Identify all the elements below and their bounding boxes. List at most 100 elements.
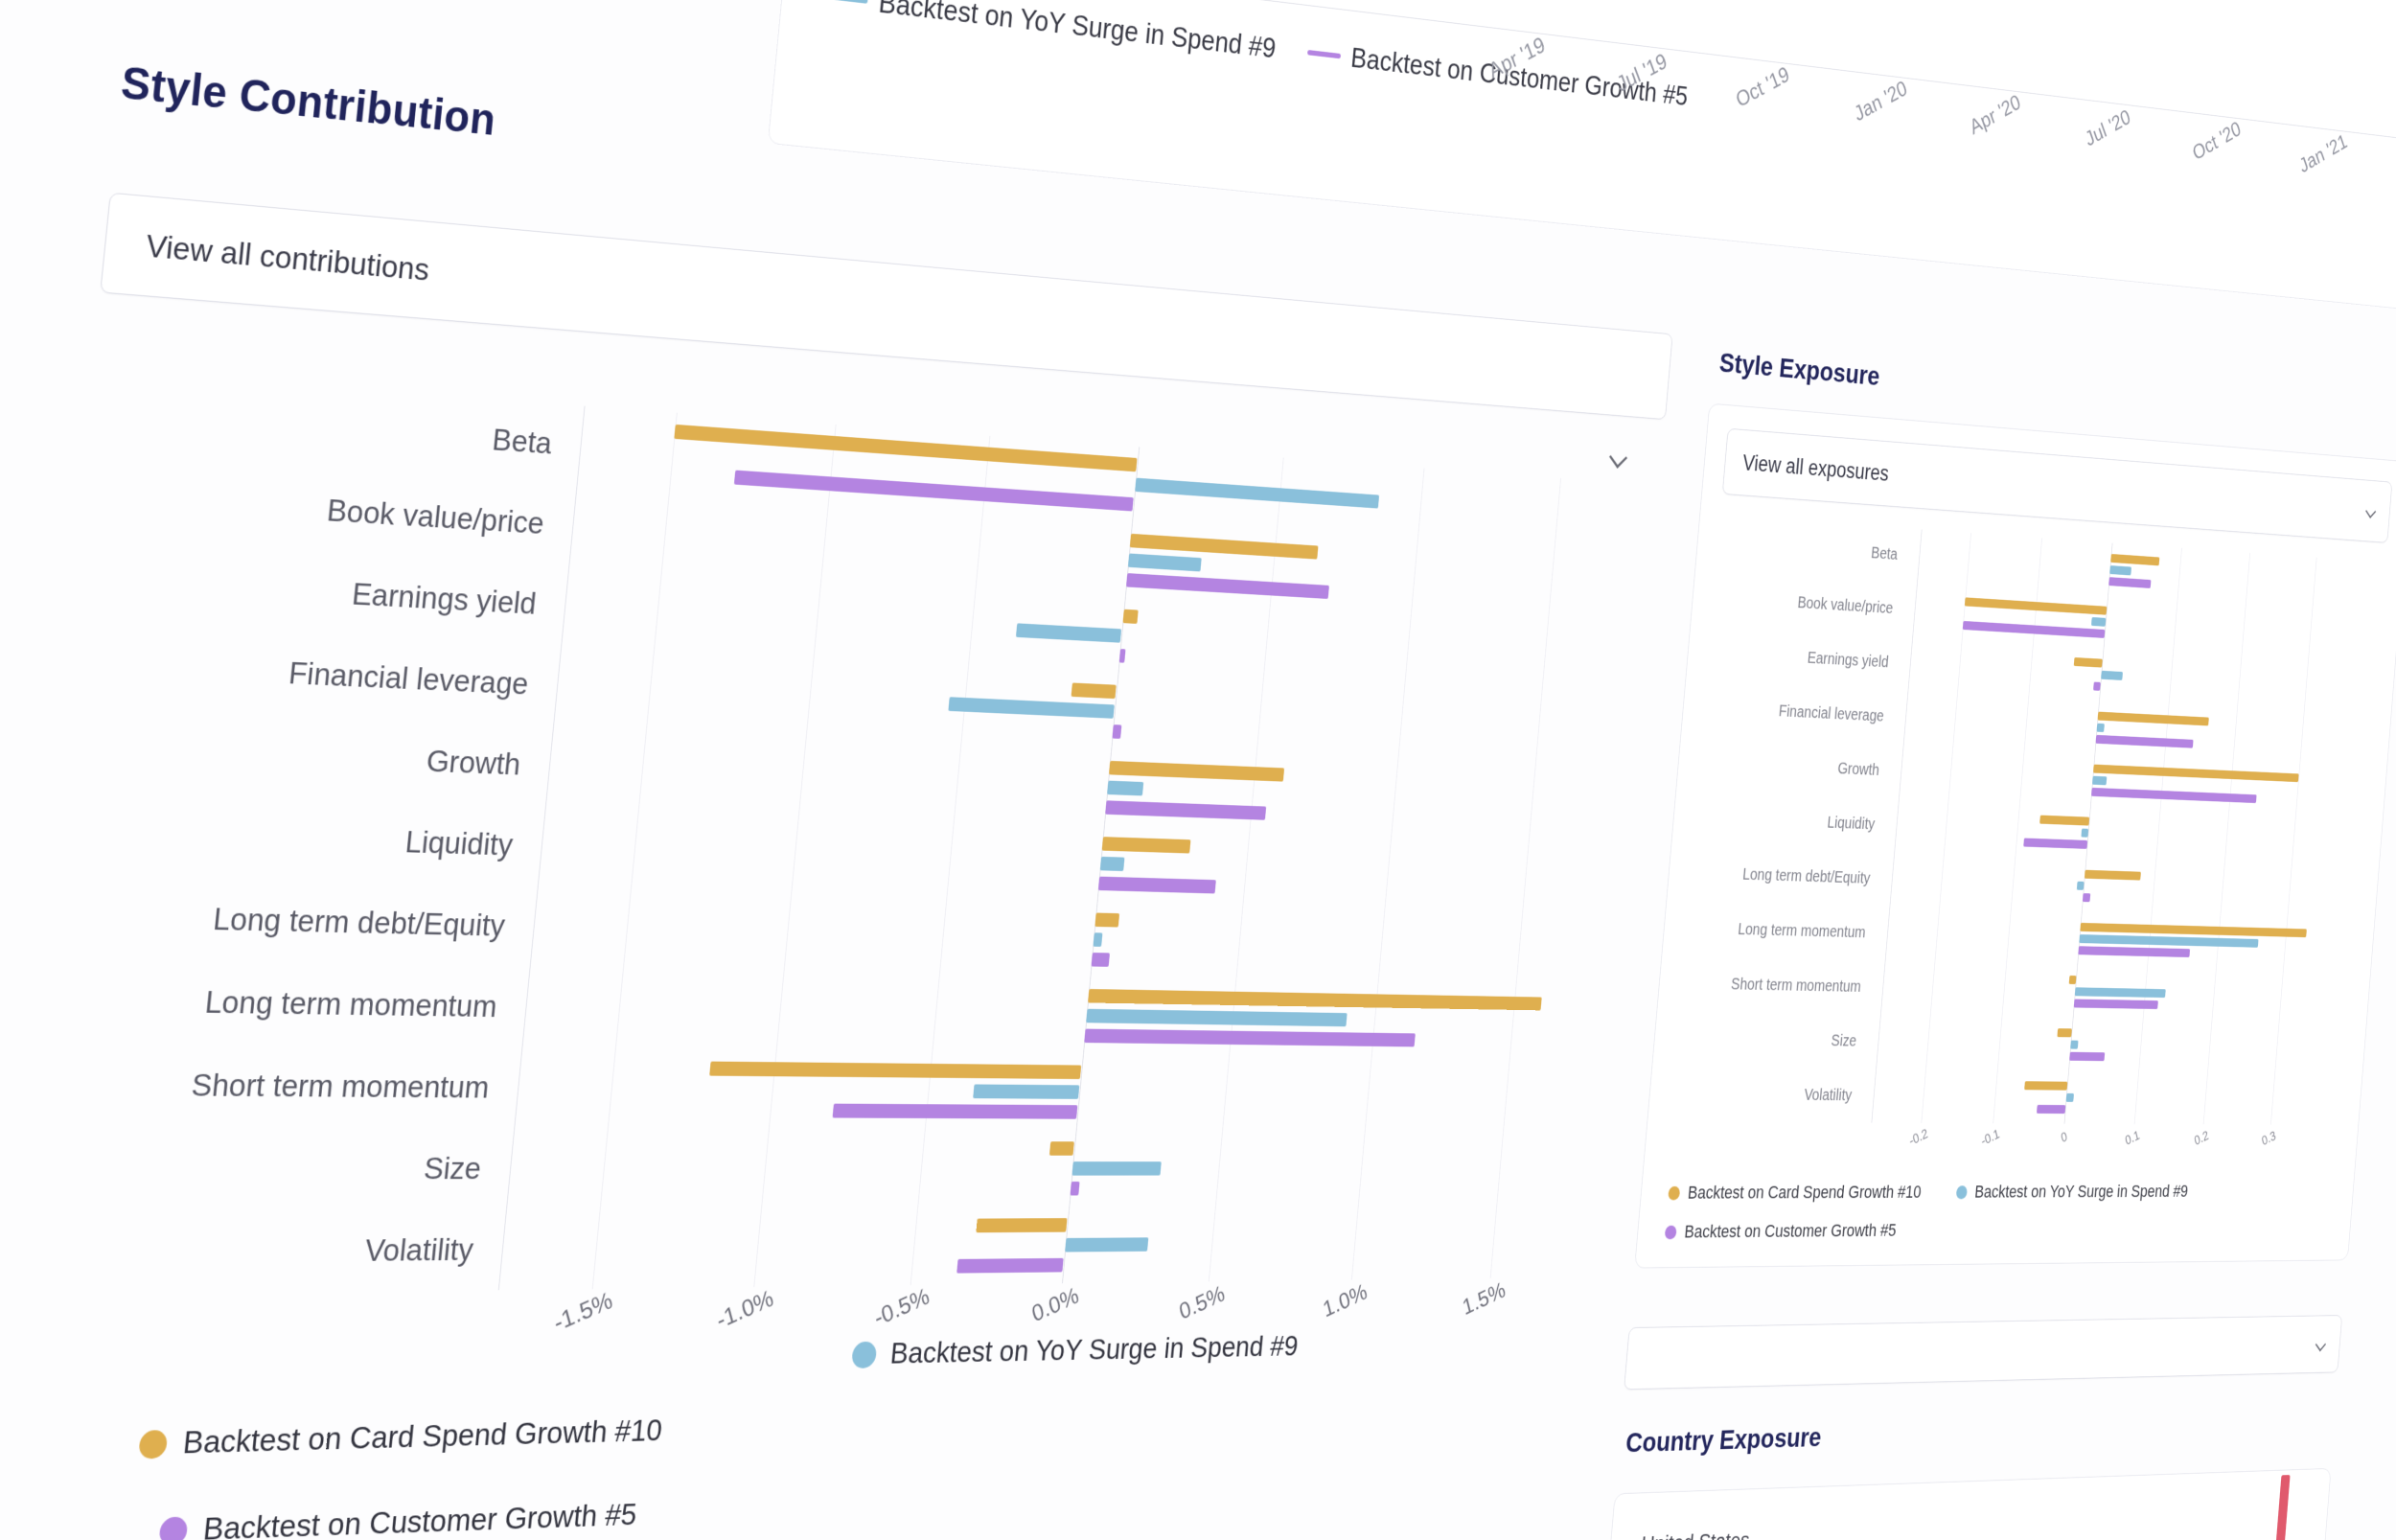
bar (1127, 553, 1203, 572)
country-bar (2270, 1475, 2291, 1540)
legend-dot-icon (138, 1429, 169, 1460)
legend-label: Backtest on Customer Growth #5 (1683, 1220, 1898, 1242)
section-title: Country Exposure (1624, 1421, 1823, 1460)
bar (2109, 564, 2131, 576)
bar (2108, 576, 2152, 588)
chevron-down-icon (2365, 504, 2377, 518)
axis-tick-label: 0.1 (2124, 1127, 2141, 1149)
category-label: Short term momentum (1730, 975, 1862, 996)
bar (1962, 620, 2106, 638)
plot-area: -0.2 -0.1 0 0.1 0.2 0.3 (1871, 529, 2386, 1149)
bar (1083, 1028, 1416, 1047)
bar (1049, 1141, 1075, 1156)
axis-tick-label: -0.2 (1907, 1125, 1929, 1149)
legend-item: Backtest on Customer Growth #5 (1664, 1220, 1897, 1243)
legend-item: Backtest on Card Spend Growth #10 (1668, 1182, 1923, 1204)
chevron-down-icon[interactable] (1609, 446, 1628, 469)
bar (709, 1061, 1082, 1080)
category-label: Short term momentum (190, 1067, 492, 1105)
bar (1101, 837, 1191, 854)
legend-label: Backtest on Card Spend Growth #10 (1687, 1182, 1923, 1203)
legend-label: Backtest on Customer Growth #5 (201, 1497, 639, 1540)
contributions-select[interactable]: View all contributions (100, 192, 1673, 421)
category-label: Long term debt/Equity (211, 900, 507, 943)
contributions-select-value: View all contributions (144, 227, 431, 287)
bar (948, 697, 1116, 719)
legend-item: Backtest on Customer Growth #5 (158, 1497, 638, 1540)
category-label: Long term momentum (1737, 920, 1867, 942)
category-label: Liquidity (403, 823, 515, 862)
bar (2081, 828, 2089, 838)
bar (2082, 892, 2091, 902)
country-label: United States (1640, 1529, 1750, 1540)
axis-tick-label: 0.2 (2192, 1127, 2210, 1149)
country-exposure-card: United States (1591, 1467, 2332, 1540)
bar (1064, 1237, 1149, 1253)
legend-label: Backtest on Card Spend Growth #10 (181, 1413, 664, 1461)
bar (1085, 1008, 1348, 1027)
page-title: Style Contribution (118, 57, 498, 146)
axis-tick-label: -0.5% (871, 1282, 933, 1332)
line-swatch-icon (1307, 50, 1342, 59)
axis-tick-label: Oct '19 (1732, 61, 1792, 112)
bar (1118, 649, 1126, 663)
bar (1070, 1181, 1080, 1196)
exposure-legend-row: Backtest on Customer Growth #5 (1664, 1220, 1897, 1243)
country-exposure-select[interactable] (1624, 1315, 2343, 1391)
bar (2095, 734, 2194, 748)
category-label: Size (422, 1150, 483, 1186)
x-axis-tick-labels: Apr '19 Jul '19 Oct '19 Jan '20 Apr '20 Jul '… (1486, 33, 2363, 261)
bar (1125, 573, 1329, 599)
legend-dot-icon (1955, 1184, 1969, 1199)
chart-row (1881, 1015, 2318, 1073)
legend-item: Backtest on YoY Surge in Spend #9 (829, 0, 1278, 64)
bar (973, 1084, 1080, 1099)
chevron-down-icon (2315, 1337, 2326, 1351)
axis-tick-label: Jan '21 (2296, 129, 2350, 178)
bar (976, 1218, 1068, 1233)
category-label: Growth (1836, 759, 1880, 779)
axis-tick-label: Jul '20 (2083, 104, 2133, 151)
bar (1104, 800, 1267, 820)
bar (2037, 1104, 2066, 1114)
bar (1071, 682, 1117, 700)
category-label: Long term momentum (203, 983, 499, 1024)
bar (1106, 780, 1143, 796)
legend-label: Backtest on YoY Surge in Spend #9 (877, 0, 1278, 64)
bar (1094, 912, 1119, 928)
axis-tick-label: -0.1 (1980, 1126, 2001, 1149)
exposures-select-value: View all exposures (1741, 449, 1890, 486)
bar (2039, 815, 2090, 826)
axis-tick-label: Apr '19 (1486, 32, 1549, 84)
axis-tick-label: Apr '20 (1967, 90, 2024, 140)
bar (2079, 933, 2259, 948)
category-label: Financial leverage (1778, 701, 1885, 725)
backtest-returns-chart-card: Backtest on YoY Surge in Spend #9 Backte… (767, 0, 2396, 318)
plot-inner (509, 406, 1627, 1290)
bar (1112, 724, 1122, 739)
exposure-legend-row: Backtest on Card Spend Growth #10 Backte… (1668, 1182, 2189, 1204)
bar (674, 424, 1138, 472)
category-label: Volatility (363, 1231, 475, 1269)
chart-row (509, 1205, 1564, 1290)
bar (2078, 945, 2190, 957)
bar (1071, 1161, 1162, 1176)
axis-tick-label: Jul '19 (1613, 48, 1670, 97)
legend-label: Backtest on YoY Surge in Spend #9 (1973, 1181, 2189, 1202)
bar (2068, 975, 2077, 984)
category-label: Liquidity (1826, 813, 1876, 834)
axis-tick-label: -1.0% (713, 1284, 776, 1335)
legend-item: Backtest on Card Spend Growth #10 (138, 1414, 664, 1463)
bar (1091, 953, 1110, 967)
plot-area: -1.5% -1.0% -0.5% 0.0% 0.5% 1.0% 1.5% (497, 405, 1660, 1337)
bar (2024, 1080, 2068, 1091)
legend-item: Backtest on YoY Surge in Spend #9 (1955, 1181, 2189, 1203)
category-label: Volatility (1803, 1086, 1853, 1104)
legend-dot-icon (158, 1515, 189, 1540)
bar (2092, 681, 2101, 691)
axis-tick-label: Oct '20 (2190, 117, 2244, 165)
x-axis-tick-labels: -0.2 -0.1 0 0.1 0.2 0.3 (1868, 1123, 2311, 1235)
legend-dot-icon (1668, 1185, 1681, 1201)
bar (1122, 609, 1139, 624)
bar (1099, 856, 1125, 872)
